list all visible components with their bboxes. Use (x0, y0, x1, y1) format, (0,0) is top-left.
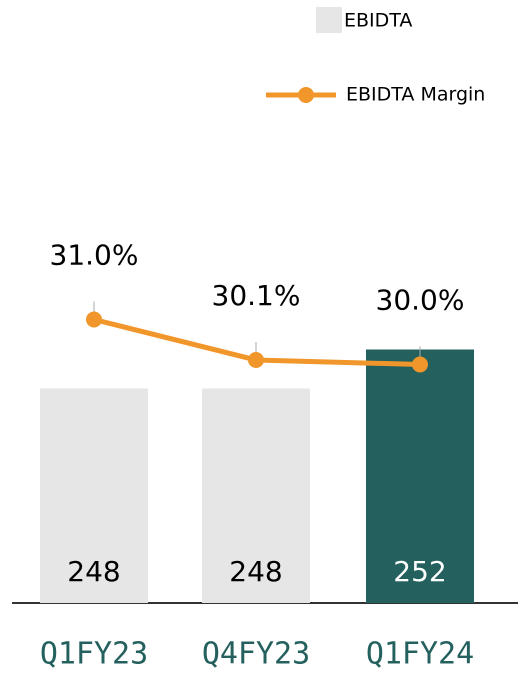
bar (40, 388, 148, 603)
line-value-label: 30.0% (376, 284, 465, 317)
bar-value-label: 248 (67, 555, 120, 588)
bar-value-label: 252 (393, 555, 446, 588)
x-tick-label: Q1FY23 (40, 637, 148, 672)
line-value-label: 30.1% (212, 279, 301, 312)
bar (202, 388, 310, 603)
legend-label: EBIDTA Margin (346, 84, 485, 106)
line-value-label: 31.0% (50, 239, 139, 272)
line-marker (412, 356, 428, 373)
line-marker (86, 311, 102, 328)
legend-swatch (316, 7, 342, 33)
line-marker (248, 352, 264, 368)
x-tick-label: Q1FY24 (366, 637, 474, 672)
bar-value-label: 248 (229, 555, 282, 588)
legend-marker (298, 87, 314, 103)
bar (366, 349, 474, 603)
x-tick-label: Q4FY23 (202, 637, 310, 672)
legend-label: EBIDTA (344, 10, 412, 32)
